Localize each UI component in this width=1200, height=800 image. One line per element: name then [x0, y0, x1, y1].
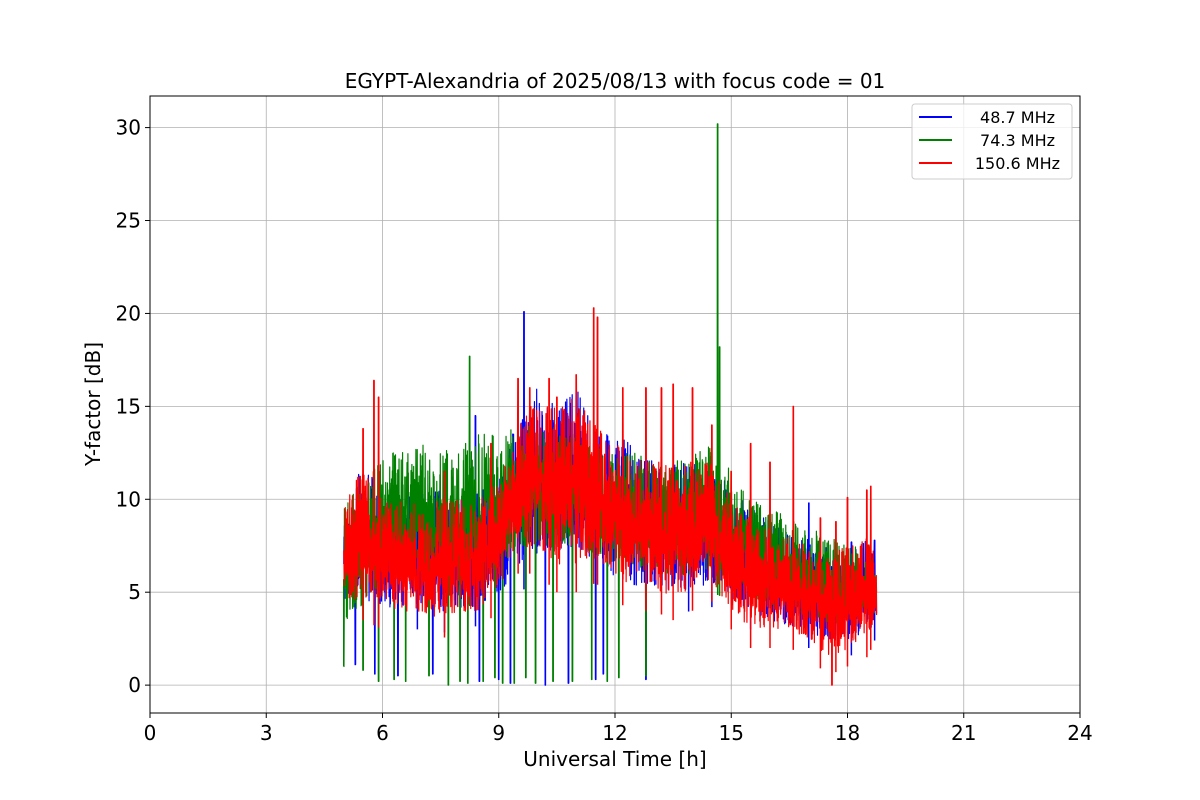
- y-tick-label: 15: [116, 394, 141, 418]
- axis-ticks: 0 3 6 9 12 15 18 21 24 0 5 10 15 20 25 30: [116, 116, 1093, 745]
- legend-box: [911, 103, 1073, 180]
- legend-label-150-6: 150.6 MHz: [975, 154, 1060, 173]
- y-tick-label: 5: [128, 580, 141, 604]
- plot-series: [343, 123, 878, 686]
- chart-title: EGYPT-Alexandria of 2025/08/13 with focu…: [345, 69, 886, 93]
- x-axis-label: Universal Time [h]: [523, 747, 706, 771]
- x-tick-label: 15: [719, 721, 744, 745]
- y-tick-label: 0: [128, 673, 141, 697]
- x-tick-label: 24: [1067, 721, 1092, 745]
- x-tick-label: 3: [260, 721, 273, 745]
- series-line-2: [343, 307, 878, 686]
- legend-label-48-7: 48.7 MHz: [980, 108, 1055, 127]
- y-tick-label: 30: [116, 116, 141, 140]
- y-axis-label: Y-factor [dB]: [81, 342, 105, 467]
- x-tick-label: 21: [951, 721, 976, 745]
- legend: 48.7 MHz 74.3 MHz 150.6 MHz: [911, 103, 1073, 180]
- x-tick-label: 0: [144, 721, 157, 745]
- legend-label-74-3: 74.3 MHz: [980, 131, 1055, 150]
- x-tick-label: 6: [376, 721, 389, 745]
- x-tick-label: 18: [835, 721, 860, 745]
- x-tick-label: 9: [492, 721, 505, 745]
- y-tick-label: 20: [116, 301, 141, 325]
- y-tick-label: 25: [116, 209, 141, 233]
- y-tick-label: 10: [116, 487, 141, 511]
- x-tick-label: 12: [602, 721, 627, 745]
